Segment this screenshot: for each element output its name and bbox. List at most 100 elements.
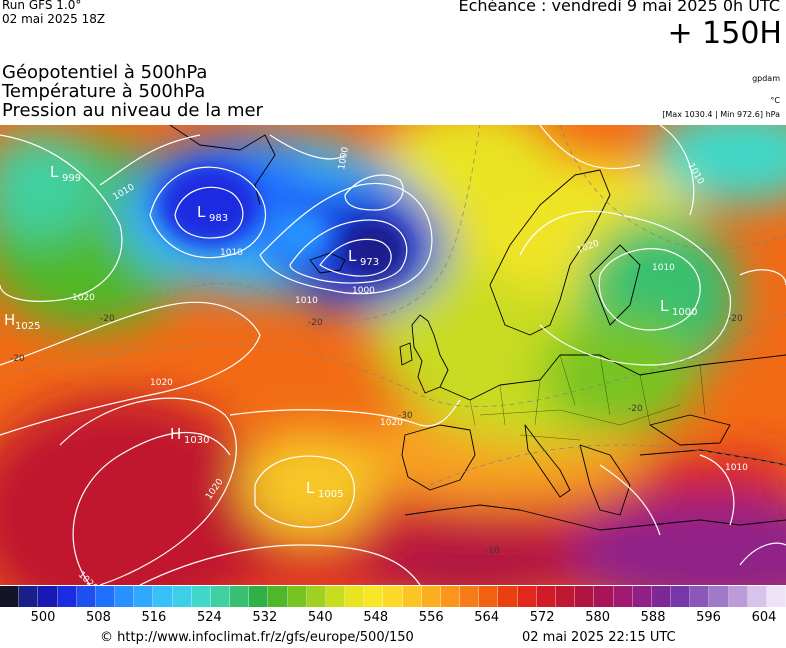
legend-swatch [613,586,633,607]
legend-tick-label: 572 [529,610,555,625]
legend-swatch [364,586,384,607]
legend-swatch [115,586,135,607]
low-999: L 999 [50,163,81,184]
pressure-center-letter: L [50,163,59,181]
legend-swatch [134,586,154,607]
legend-swatch [172,586,192,607]
legend-tick-label: 604 [751,610,777,625]
source-url: © http://www.infoclimat.fr/z/gfs/europe/… [100,630,414,645]
legend-swatch [230,586,250,607]
isotherm-label: -20 [628,404,643,414]
pressure-center-value: 1025 [15,321,40,332]
legend-swatch [306,586,326,607]
legend-swatch [460,586,480,607]
isobar-label: 1020 [380,418,403,428]
isobar-label: 1010 [725,463,748,473]
isobar-label: 1010 [220,248,243,258]
legend-swatch [709,586,729,607]
run-date: 02 mai 2025 18Z [2,12,106,26]
high-1025: H 1025 [4,311,40,332]
legend-tick-label: 564 [474,610,500,625]
legend-swatch [536,586,556,607]
pressure-center-value: 973 [360,257,379,268]
legend-swatch [766,586,786,607]
run-label: Run GFS 1.0° [2,0,82,12]
pressure-center-value: 1005 [318,489,343,500]
legend-swatch [153,586,173,607]
title-pressure: Pression au niveau de la mer [2,100,263,121]
forecast-horizon: + 150H [667,16,783,51]
legend-swatch [95,586,116,607]
isotherm-label: -20 [100,314,115,324]
legend-swatch [268,586,288,607]
isobar-label: 1010 [295,296,318,306]
legend-swatch [498,586,518,607]
low-1000: L 1000 [660,297,697,318]
legend-swatch [690,586,710,607]
legend-swatch [517,586,537,607]
legend-swatch [479,586,499,607]
legend-swatch [345,586,365,607]
legend-swatch [747,586,767,607]
legend-tick-label: 588 [640,610,666,625]
legend-tick-label: 508 [86,610,111,625]
legend-swatch [402,586,422,607]
legend-swatch [0,586,20,607]
legend-swatch [210,586,231,607]
legend-tick-label: 580 [585,610,611,625]
legend-swatch [594,586,614,607]
legend-tick-label: 532 [252,610,278,625]
weather-map[interactable]: 1010 1010 1000 1010 1020 1020 1020 1020 … [0,125,786,585]
legend-swatch [383,586,403,607]
pressure-center-value: 983 [209,213,228,224]
legend-swatch [76,586,96,607]
low-1005: L 1005 [306,479,343,500]
legend-swatch [728,586,748,607]
pressure-center-value: 1030 [184,435,209,446]
isobar-label: 1000 [337,146,351,171]
legend-swatch [575,586,595,607]
pressure-center-letter: H [4,311,15,329]
legend-swatch [38,586,58,607]
legend-swatch [19,586,39,607]
isobar-label: 1020 [150,378,173,388]
legend-swatch [57,586,77,607]
legend-tick-label: 524 [196,610,222,625]
unit-geopotential: gpdam [752,74,780,83]
legend-swatch [287,586,307,607]
low-983: L 983 [197,203,228,224]
isotherm-label: -20 [308,318,323,328]
legend-tick-label: 548 [363,610,389,625]
legend-swatch [651,586,672,607]
legend-tick-label: 516 [141,610,167,625]
title-temperature: Température à 500hPa [2,81,206,102]
legend-swatch [249,586,269,607]
legend-swatch [555,586,576,607]
isotherm-label: -30 [398,411,413,421]
isobar-label: 1000 [352,286,375,296]
isotherm-label: -20 [10,354,25,364]
unit-pressure-range: [Max 1030.4 | Min 972.6] hPa [662,110,780,119]
unit-temperature: °C [770,96,780,105]
legend-swatch [325,586,346,607]
high-1030: H 1030 [170,425,209,446]
color-scale-ticks: 500 508 516 524 532 540 548 556 564 572 580 588 596 6… [0,610,786,628]
legend-tick-label: 500 [30,610,56,625]
isobar-label: 1020 [72,293,95,303]
generated-time: 02 mai 2025 22:15 UTC [522,630,676,645]
color-scale-legend [0,586,786,607]
forecast-valid-time: Echéance : vendredi 9 mai 2025 0h UTC [458,0,780,15]
pressure-center-value: 999 [62,173,81,184]
pressure-center-letter: L [348,247,357,265]
legend-swatch [440,586,461,607]
pressure-center-letter: L [197,203,206,221]
legend-swatch [191,586,211,607]
legend-tick-label: 556 [418,610,444,625]
pressure-center-letter: L [306,479,315,497]
pressure-center-letter: L [660,297,669,315]
isobar-label: 1010 [652,263,675,273]
legend-swatch [671,586,691,607]
legend-tick-label: 596 [696,610,721,625]
pressure-center-value: 1000 [672,307,697,318]
pressure-center-letter: H [170,425,181,443]
